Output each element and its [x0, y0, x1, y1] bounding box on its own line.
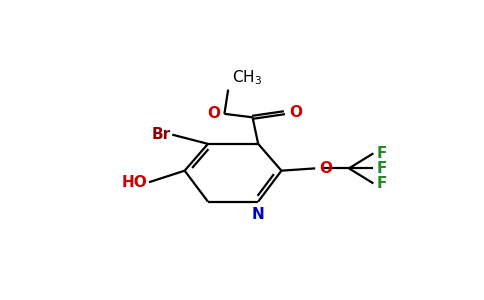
- Text: HO: HO: [121, 175, 147, 190]
- Text: Br: Br: [151, 127, 170, 142]
- Text: F: F: [377, 146, 387, 161]
- Text: CH$_3$: CH$_3$: [232, 69, 262, 87]
- Text: F: F: [377, 161, 387, 176]
- Text: O: O: [319, 161, 332, 176]
- Text: O: O: [289, 105, 302, 120]
- Text: F: F: [377, 176, 387, 191]
- Text: O: O: [208, 106, 221, 121]
- Text: N: N: [252, 207, 265, 222]
